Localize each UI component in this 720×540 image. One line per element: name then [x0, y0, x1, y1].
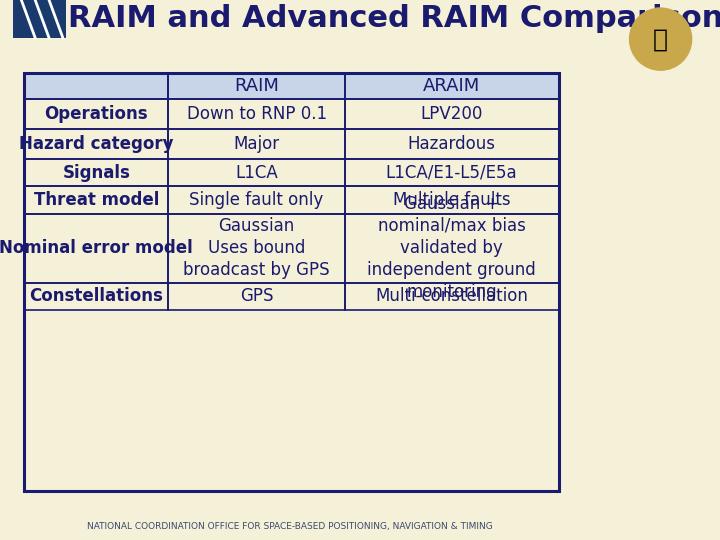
Text: Operations: Operations: [45, 105, 148, 123]
Text: Major: Major: [233, 135, 279, 153]
Bar: [345, 213, 559, 282]
Text: Constellations: Constellations: [30, 287, 163, 305]
Text: RAIM: RAIM: [234, 77, 279, 95]
Bar: [168, 282, 345, 310]
Text: Multi-constellation: Multi-constellation: [375, 287, 528, 305]
Bar: [24, 99, 168, 129]
Text: Single fault only: Single fault only: [189, 191, 324, 209]
Text: NATIONAL COORDINATION OFFICE FOR SPACE-BASED POSITIONING, NAVIGATION & TIMING: NATIONAL COORDINATION OFFICE FOR SPACE-B…: [87, 522, 492, 531]
Text: Gaussian +
nominal/max bias
validated by
independent ground
monitoring: Gaussian + nominal/max bias validated by…: [367, 194, 536, 301]
Bar: [345, 73, 559, 99]
Text: Down to RNP 0.1: Down to RNP 0.1: [186, 105, 327, 123]
Text: Nominal error model: Nominal error model: [0, 239, 193, 257]
Text: RAIM and Advanced RAIM Comparison: RAIM and Advanced RAIM Comparison: [68, 4, 720, 33]
Bar: [345, 99, 559, 129]
Text: Multiple faults: Multiple faults: [393, 191, 510, 209]
Circle shape: [629, 8, 692, 70]
Bar: [24, 186, 168, 213]
Bar: [24, 213, 168, 282]
Bar: [168, 129, 345, 159]
Bar: [24, 73, 559, 491]
Bar: [345, 129, 559, 159]
Bar: [345, 282, 559, 310]
Text: Hazard category: Hazard category: [19, 135, 174, 153]
Bar: [345, 73, 559, 99]
Text: Gaussian
Uses bound
broadcast by GPS: Gaussian Uses bound broadcast by GPS: [184, 217, 330, 279]
Bar: [345, 186, 559, 213]
Bar: [24, 73, 168, 99]
Text: Threat model: Threat model: [34, 191, 159, 209]
Text: 🦅: 🦅: [653, 27, 668, 51]
Bar: [345, 159, 559, 186]
Bar: [24, 73, 168, 99]
Text: L1CA: L1CA: [235, 164, 278, 182]
Text: LPV200: LPV200: [420, 105, 483, 123]
Text: ARAIM: ARAIM: [423, 77, 480, 95]
Bar: [168, 73, 345, 99]
Text: Signals: Signals: [63, 164, 130, 182]
Text: GPS: GPS: [240, 287, 274, 305]
Text: L1CA/E1-L5/E5a: L1CA/E1-L5/E5a: [386, 164, 518, 182]
Polygon shape: [13, 0, 66, 38]
Bar: [168, 213, 345, 282]
Text: Hazardous: Hazardous: [408, 135, 495, 153]
Bar: [168, 99, 345, 129]
Bar: [24, 129, 168, 159]
Bar: [24, 159, 168, 186]
Bar: [24, 282, 168, 310]
Bar: [168, 186, 345, 213]
Bar: [168, 159, 345, 186]
Bar: [168, 73, 345, 99]
